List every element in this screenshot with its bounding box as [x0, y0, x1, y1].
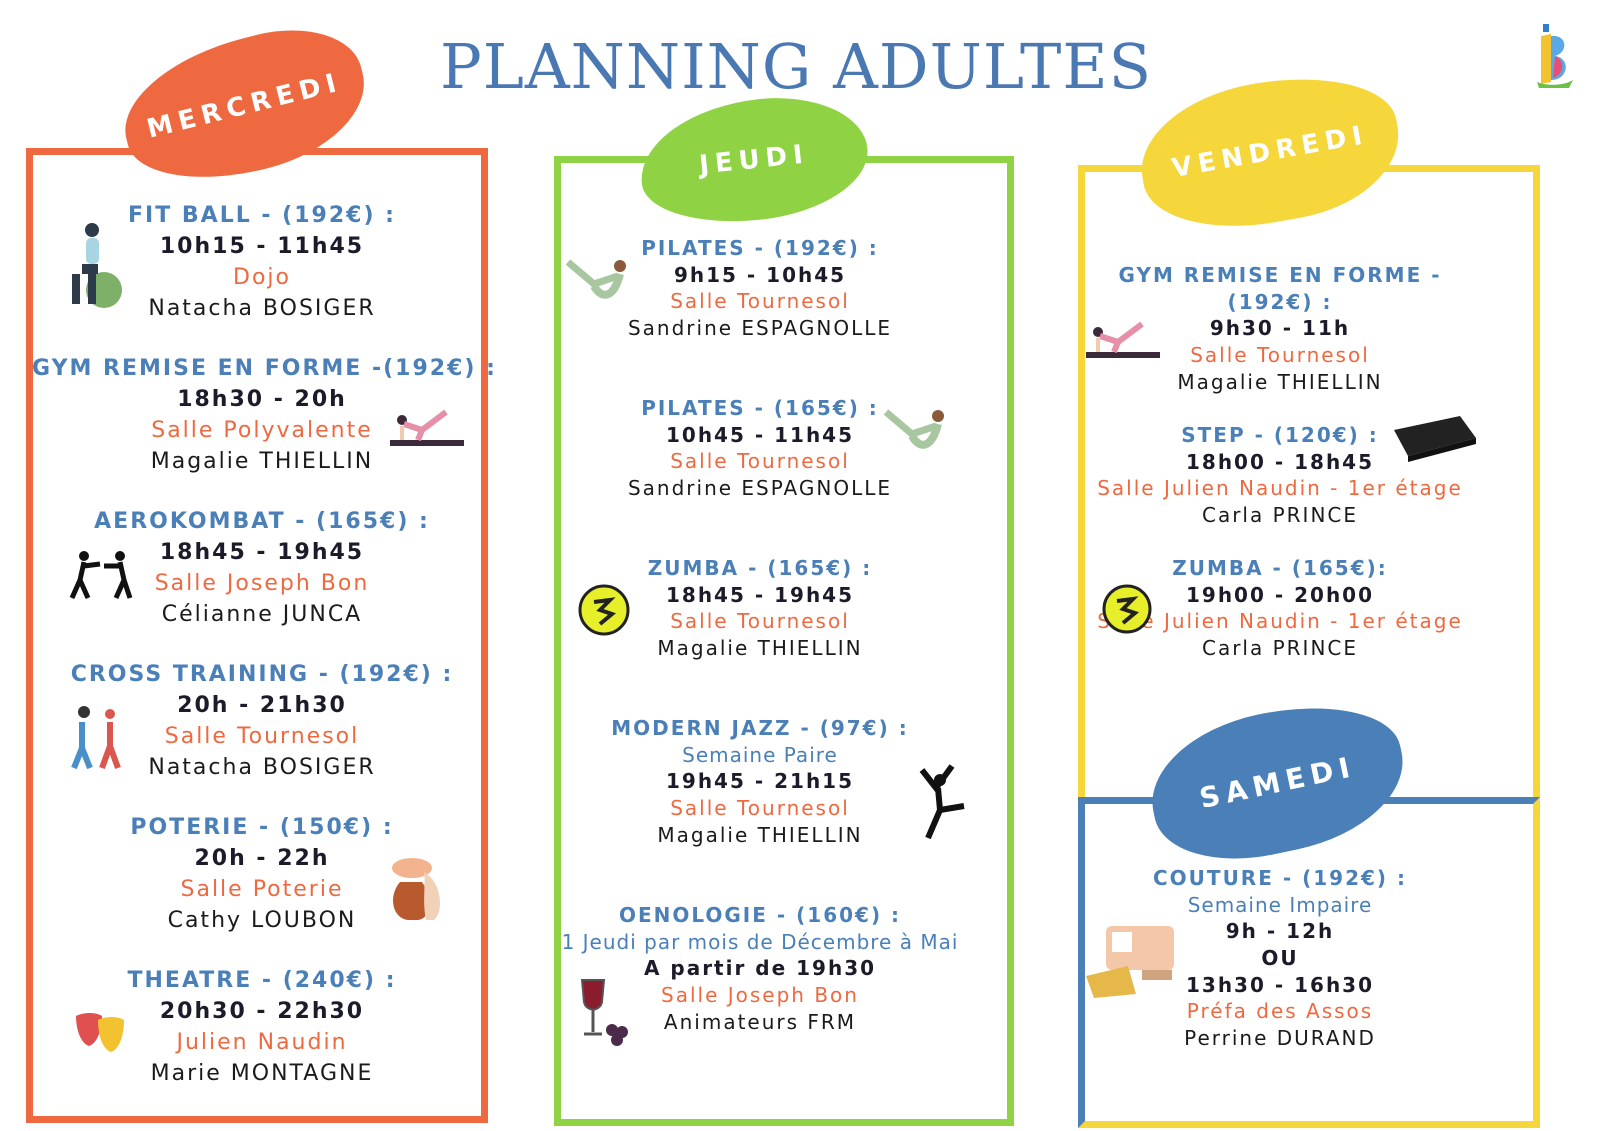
- class-block: AEROKOMBAT - (165€) : 18h45 - 19h45 Sall…: [32, 506, 492, 630]
- class-title: MODERN JAZZ - (97€) :: [611, 716, 909, 740]
- class-note: 1 Jeudi par mois de Décembre à Mai: [561, 929, 959, 954]
- sewing-machine-icon: [1086, 926, 1174, 998]
- class-time: A partir de 19h30: [643, 956, 877, 981]
- class-time: 18h45 - 19h45: [159, 540, 365, 565]
- class-room: Salle Joseph Bon: [661, 983, 859, 1008]
- cross-training-icon: [71, 706, 121, 770]
- yoga-mat-icon: [1086, 321, 1160, 358]
- class-time: 19h45 - 21h15: [665, 769, 855, 794]
- theatre-masks-icon: [76, 1013, 124, 1052]
- pottery-icon: [392, 858, 440, 920]
- pilates-icon: [566, 259, 626, 299]
- class-title: ZUMBA - (165€) :: [647, 556, 873, 580]
- class-room: Salle Joseph Bon: [154, 571, 370, 596]
- class-time: 10h15 - 11h45: [159, 234, 365, 259]
- page-title: PLANNING ADULTES: [440, 30, 1153, 103]
- class-time: 18h30 - 20h: [177, 387, 347, 412]
- class-room: Préfa des Assos: [1186, 999, 1374, 1024]
- class-title: THEATRE - (240€) :: [127, 968, 397, 993]
- class-room: Salle Tournesol: [670, 609, 850, 634]
- yoga-mat-icon: [390, 409, 464, 446]
- class-room: Salle Julien Naudin - 1er étage: [1097, 476, 1463, 501]
- class-title: CROSS TRAINING - (192€) :: [70, 662, 454, 687]
- class-title-2: (192€) :: [1227, 289, 1333, 314]
- pilates-icon: [884, 409, 944, 449]
- class-title: OENOLOGIE - (160€) :: [618, 903, 902, 927]
- class-or: OU: [1261, 946, 1299, 971]
- class-room: Salle Tournesol: [670, 796, 850, 821]
- class-teacher: Natacha BOSIGER: [148, 755, 376, 780]
- class-block: ZUMBA - (165€): 19h00 - 20h00 Salle Juli…: [1050, 555, 1510, 662]
- class-room: Salle Tournesol: [670, 449, 850, 474]
- class-title: GYM REMISE EN FORME -(192€) :: [32, 356, 497, 381]
- class-room: Salle Tournesol: [164, 724, 360, 749]
- class-room: Dojo: [233, 265, 291, 290]
- class-teacher: Carla PRINCE: [1201, 503, 1359, 528]
- class-note: Semaine Impaire: [1187, 892, 1373, 917]
- class-title: PILATES - (165€) :: [641, 396, 879, 420]
- class-teacher: Sandrine ESPAGNOLLE: [627, 476, 892, 501]
- class-block: THEATRE - (240€) : 20h30 - 22h30 Julien …: [32, 965, 492, 1089]
- class-teacher: Perrine DURAND: [1184, 1026, 1376, 1051]
- class-note: Semaine Paire: [682, 742, 838, 767]
- class-title: GYM REMISE EN FORME -: [1118, 263, 1442, 287]
- class-time: 9h30 - 11h: [1209, 316, 1351, 341]
- class-teacher: Sandrine ESPAGNOLLE: [627, 316, 892, 341]
- class-teacher: Natacha BOSIGER: [148, 296, 376, 321]
- class-teacher: Carla PRINCE: [1201, 636, 1359, 661]
- class-time: 10h45 - 11h45: [665, 422, 855, 447]
- zumba-icon: [1102, 584, 1152, 634]
- class-time: 9h - 12h: [1225, 919, 1335, 944]
- class-block: COUTURE - (192€) : Semaine Impaire 9h - …: [1050, 865, 1510, 1052]
- class-title: POTERIE - (150€) :: [130, 815, 394, 840]
- class-block: STEP - (120€) : 18h00 - 18h45 Salle Juli…: [1050, 422, 1510, 529]
- class-time-2: 13h30 - 16h30: [1185, 972, 1375, 997]
- class-block: PILATES - (165€) : 10h45 - 11h45 Salle T…: [540, 395, 980, 502]
- class-block: MODERN JAZZ - (97€) : Semaine Paire 19h4…: [540, 715, 980, 848]
- class-time: 18h45 - 19h45: [665, 582, 855, 607]
- class-teacher: Magalie THIELLIN: [150, 449, 374, 474]
- wine-icon: [580, 979, 628, 1046]
- class-teacher: Magalie THIELLIN: [1177, 369, 1383, 394]
- class-room: Salle Polyvalente: [151, 418, 373, 443]
- zumba-icon: [578, 584, 630, 636]
- class-room: Salle Poterie: [180, 877, 344, 902]
- class-room: Salle Julien Naudin - 1er étage: [1097, 609, 1463, 634]
- class-block: GYM REMISE EN FORME - (192€) : 9h30 - 11…: [1050, 262, 1510, 395]
- class-room: Salle Tournesol: [1190, 343, 1370, 368]
- class-title: STEP - (120€) :: [1181, 423, 1379, 447]
- class-block: PILATES - (192€) : 9h15 - 10h45 Salle To…: [540, 235, 980, 342]
- class-time: 20h - 22h: [194, 846, 330, 871]
- class-title: FIT BALL - (192€) :: [128, 203, 396, 228]
- class-time: 20h - 21h30: [177, 693, 347, 718]
- class-block: CROSS TRAINING - (192€) : 20h - 21h30 Sa…: [32, 659, 492, 783]
- class-teacher: Célianne JUNCA: [161, 602, 363, 627]
- class-room: Julien Naudin: [176, 1030, 348, 1055]
- class-teacher: Animateurs FRM: [663, 1009, 857, 1034]
- logo-icon: [1535, 22, 1575, 88]
- class-teacher: Magalie THIELLIN: [657, 636, 863, 661]
- class-block: OENOLOGIE - (160€) : 1 Jeudi par mois de…: [540, 902, 980, 1035]
- class-block: ZUMBA - (165€) : 18h45 - 19h45 Salle Tou…: [540, 555, 980, 662]
- class-time: 9h15 - 10h45: [673, 262, 847, 287]
- class-time: 18h00 - 18h45: [1185, 449, 1375, 474]
- class-title: COUTURE - (192€) :: [1153, 866, 1407, 890]
- class-room: Salle Tournesol: [670, 289, 850, 314]
- class-title: PILATES - (192€) :: [641, 236, 879, 260]
- class-time: 19h00 - 20h00: [1185, 582, 1375, 607]
- class-block: POTERIE - (150€) : 20h - 22h Salle Poter…: [32, 812, 492, 936]
- class-title: AEROKOMBAT - (165€) :: [94, 509, 430, 534]
- class-time: 20h30 - 22h30: [159, 999, 365, 1024]
- class-block: FIT BALL - (192€) : 10h15 - 11h45 Dojo N…: [32, 200, 492, 324]
- class-title: ZUMBA - (165€):: [1172, 556, 1388, 580]
- class-teacher: Cathy LOUBON: [167, 908, 357, 933]
- class-block: GYM REMISE EN FORME -(192€) : 18h30 - 20…: [32, 353, 497, 477]
- boxing-icon: [69, 551, 133, 600]
- class-teacher: Marie MONTAGNE: [150, 1061, 374, 1086]
- fitball-icon: [72, 223, 122, 308]
- step-icon: [1394, 416, 1476, 462]
- class-teacher: Magalie THIELLIN: [657, 822, 863, 847]
- dancer-icon: [919, 764, 965, 840]
